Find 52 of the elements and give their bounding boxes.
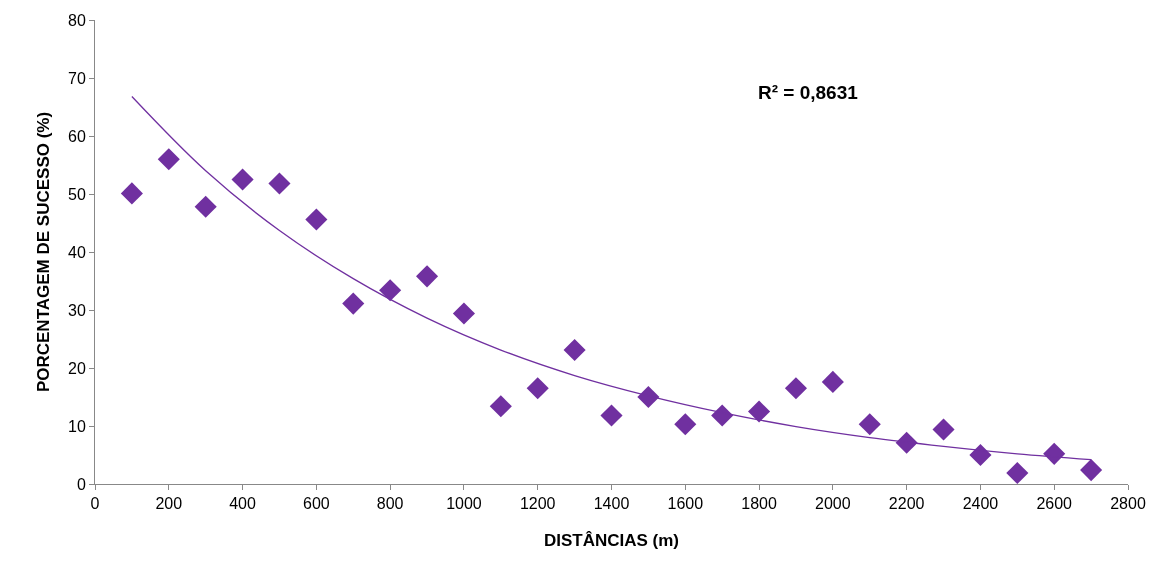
point: [600, 404, 623, 427]
point: [674, 413, 697, 436]
x-tick-label: 2200: [888, 495, 925, 513]
point: [231, 168, 254, 191]
point: [452, 302, 475, 325]
y-tick-label: 50: [68, 185, 86, 203]
point: [157, 148, 180, 171]
x-tick-label: 800: [376, 495, 404, 513]
x-tick-label: 200: [155, 495, 183, 513]
point: [1006, 461, 1029, 484]
x-tick-label: 2600: [1036, 495, 1073, 513]
point: [489, 395, 512, 418]
point: [858, 413, 881, 436]
x-tick-label: 2000: [815, 495, 851, 513]
y-axis-title: PORCENTAGEM DE SUCESSO (%): [33, 111, 53, 393]
point: [305, 208, 328, 231]
x-tick-label: 600: [303, 495, 330, 513]
point: [194, 195, 217, 218]
y-tick-label: 80: [68, 11, 86, 29]
point: [711, 404, 734, 427]
y-tick-label: 20: [68, 359, 86, 377]
x-tick-label: 400: [229, 495, 257, 513]
point: [821, 370, 844, 393]
x-tick-label: 1200: [519, 495, 556, 513]
point: [1080, 459, 1103, 482]
point: [563, 338, 586, 362]
x-tick-label: 1000: [446, 495, 482, 513]
y-tick-label: 10: [68, 417, 86, 435]
y-tick-label: 60: [68, 127, 86, 145]
annotation: R² = 0,8631: [758, 82, 859, 103]
point: [342, 292, 365, 315]
y-tick-label: 0: [76, 475, 86, 493]
point: [969, 443, 992, 467]
point: [748, 400, 771, 423]
y-tick-label: 30: [68, 301, 86, 319]
x-tick-label: 2400: [962, 495, 999, 513]
point: [784, 377, 808, 400]
x-tick-label: 2800: [1110, 495, 1146, 513]
x-axis-title: DISTÂNCIAS (m): [543, 530, 680, 550]
point: [379, 279, 402, 302]
point: [268, 172, 291, 195]
x-tick-label: 0: [90, 495, 100, 513]
point: [526, 377, 549, 400]
point: [415, 265, 439, 288]
point: [1043, 442, 1066, 465]
x-tick-label: 1800: [741, 495, 777, 513]
point: [120, 182, 143, 205]
y-tick-label: 40: [68, 243, 86, 261]
x-tick-label: 1600: [667, 495, 704, 513]
y-tick-label: 70: [68, 69, 86, 87]
point: [932, 418, 955, 441]
x-tick-label: 1400: [593, 495, 630, 513]
